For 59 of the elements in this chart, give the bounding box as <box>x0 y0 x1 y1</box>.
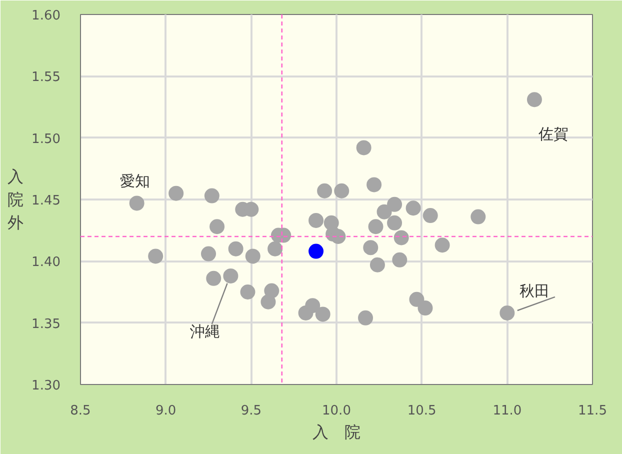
x-axis-title: 入 院 <box>312 422 360 442</box>
point <box>308 212 324 228</box>
y-tick-label: 1.45 <box>32 194 61 208</box>
x-tick-label: 11.0 <box>492 404 522 418</box>
point <box>228 241 244 256</box>
y-tick-label: 1.55 <box>32 70 61 86</box>
point <box>368 219 384 234</box>
point <box>392 252 408 268</box>
point <box>245 248 260 264</box>
point <box>260 294 276 310</box>
point <box>422 208 438 224</box>
point <box>418 300 433 316</box>
annotation: 沖縄 <box>190 322 220 340</box>
point <box>223 268 238 284</box>
y-tick-label: 1.50 <box>32 132 61 147</box>
point <box>315 306 330 322</box>
annotation: 愛知 <box>120 172 150 190</box>
point <box>317 183 332 198</box>
annotation: 秋田 <box>519 282 550 300</box>
point <box>358 310 374 326</box>
point <box>334 183 350 198</box>
point <box>406 200 421 216</box>
point <box>210 219 225 234</box>
y-tick-label: 1.40 <box>32 255 61 270</box>
point <box>387 215 402 230</box>
point <box>268 241 283 256</box>
point <box>330 229 346 244</box>
x-tick-label: 9.5 <box>240 404 262 418</box>
point <box>201 246 216 262</box>
point <box>168 186 184 201</box>
point <box>470 209 486 224</box>
point <box>308 244 324 259</box>
point <box>376 204 392 220</box>
point <box>394 230 409 246</box>
point <box>305 298 320 314</box>
point <box>387 196 402 212</box>
point <box>206 270 222 286</box>
x-tick-label: 10.5 <box>407 404 436 418</box>
y-tick-label: 1.60 <box>32 8 61 24</box>
point <box>363 240 378 256</box>
x-tick-label: 11.5 <box>578 404 607 418</box>
x-tick-label: 10.0 <box>322 404 351 418</box>
point <box>409 292 424 307</box>
x-tick-label: 9.0 <box>155 404 176 418</box>
point <box>526 92 542 108</box>
point <box>204 188 220 204</box>
point <box>434 238 450 253</box>
y-axis-title: 入院外 <box>8 167 24 232</box>
point <box>129 196 144 211</box>
y-tick-label: 1.35 <box>32 316 61 332</box>
x-tick-label: 8.5 <box>70 404 91 418</box>
point <box>500 305 515 320</box>
annotation: 佐賀 <box>538 125 569 144</box>
point <box>366 177 382 192</box>
point <box>148 248 164 264</box>
y-tick-label: 1.30 <box>32 378 61 394</box>
point <box>356 140 372 156</box>
point <box>370 257 385 272</box>
point <box>240 284 256 300</box>
